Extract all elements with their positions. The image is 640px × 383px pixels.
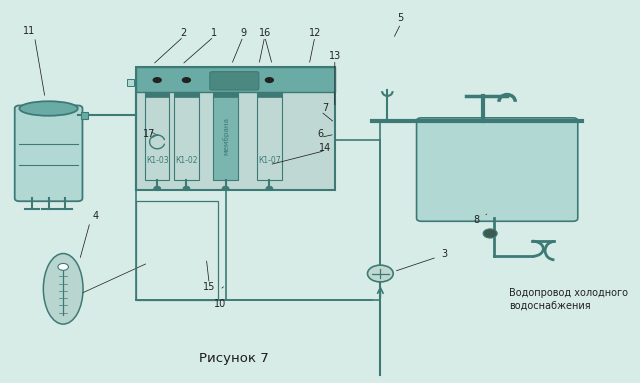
Bar bbox=[136, 67, 335, 92]
Circle shape bbox=[183, 186, 190, 191]
Bar bbox=[145, 92, 170, 180]
Bar bbox=[257, 92, 282, 97]
Text: Рисунок 7: Рисунок 7 bbox=[200, 352, 269, 365]
Text: 10: 10 bbox=[214, 299, 226, 309]
Text: 9: 9 bbox=[240, 28, 246, 38]
Ellipse shape bbox=[44, 254, 83, 324]
Bar bbox=[145, 92, 170, 97]
Bar bbox=[174, 92, 198, 180]
Bar bbox=[174, 92, 198, 97]
Circle shape bbox=[221, 77, 230, 83]
Text: 14: 14 bbox=[319, 142, 331, 152]
Text: К1-07: К1-07 bbox=[258, 156, 281, 165]
Circle shape bbox=[266, 186, 273, 191]
Text: 2: 2 bbox=[180, 28, 187, 38]
FancyBboxPatch shape bbox=[417, 118, 578, 221]
Bar bbox=[213, 92, 238, 97]
Text: 3: 3 bbox=[442, 249, 447, 259]
FancyBboxPatch shape bbox=[15, 105, 83, 201]
Text: 6: 6 bbox=[317, 129, 324, 139]
Ellipse shape bbox=[19, 101, 78, 116]
Text: 13: 13 bbox=[329, 51, 341, 61]
Bar bbox=[213, 92, 238, 180]
Circle shape bbox=[367, 265, 393, 282]
Text: 12: 12 bbox=[308, 28, 321, 38]
Text: 5: 5 bbox=[397, 13, 404, 23]
Text: 15: 15 bbox=[203, 282, 216, 292]
Text: водоснабжения: водоснабжения bbox=[509, 301, 591, 311]
Circle shape bbox=[483, 229, 497, 238]
Circle shape bbox=[58, 264, 68, 270]
Circle shape bbox=[222, 186, 229, 191]
Text: 1: 1 bbox=[211, 28, 217, 38]
Bar bbox=[136, 67, 335, 190]
Circle shape bbox=[152, 77, 162, 83]
Bar bbox=[81, 111, 88, 119]
Text: 16: 16 bbox=[259, 28, 271, 38]
Bar bbox=[127, 79, 134, 86]
Bar bbox=[136, 201, 218, 300]
Text: мембрана: мембрана bbox=[222, 117, 229, 155]
Text: 4: 4 bbox=[93, 211, 99, 221]
FancyBboxPatch shape bbox=[210, 72, 259, 90]
Text: 11: 11 bbox=[22, 26, 35, 36]
Text: К1-02: К1-02 bbox=[175, 156, 198, 165]
Text: К1-03: К1-03 bbox=[146, 156, 168, 165]
Text: 17: 17 bbox=[143, 129, 156, 139]
Bar bbox=[257, 92, 282, 180]
Circle shape bbox=[265, 77, 274, 83]
Text: 7: 7 bbox=[323, 103, 328, 113]
Text: Водопровод холодного: Водопровод холодного bbox=[509, 288, 628, 298]
Circle shape bbox=[182, 77, 191, 83]
Text: 8: 8 bbox=[474, 215, 480, 225]
Circle shape bbox=[154, 186, 161, 191]
